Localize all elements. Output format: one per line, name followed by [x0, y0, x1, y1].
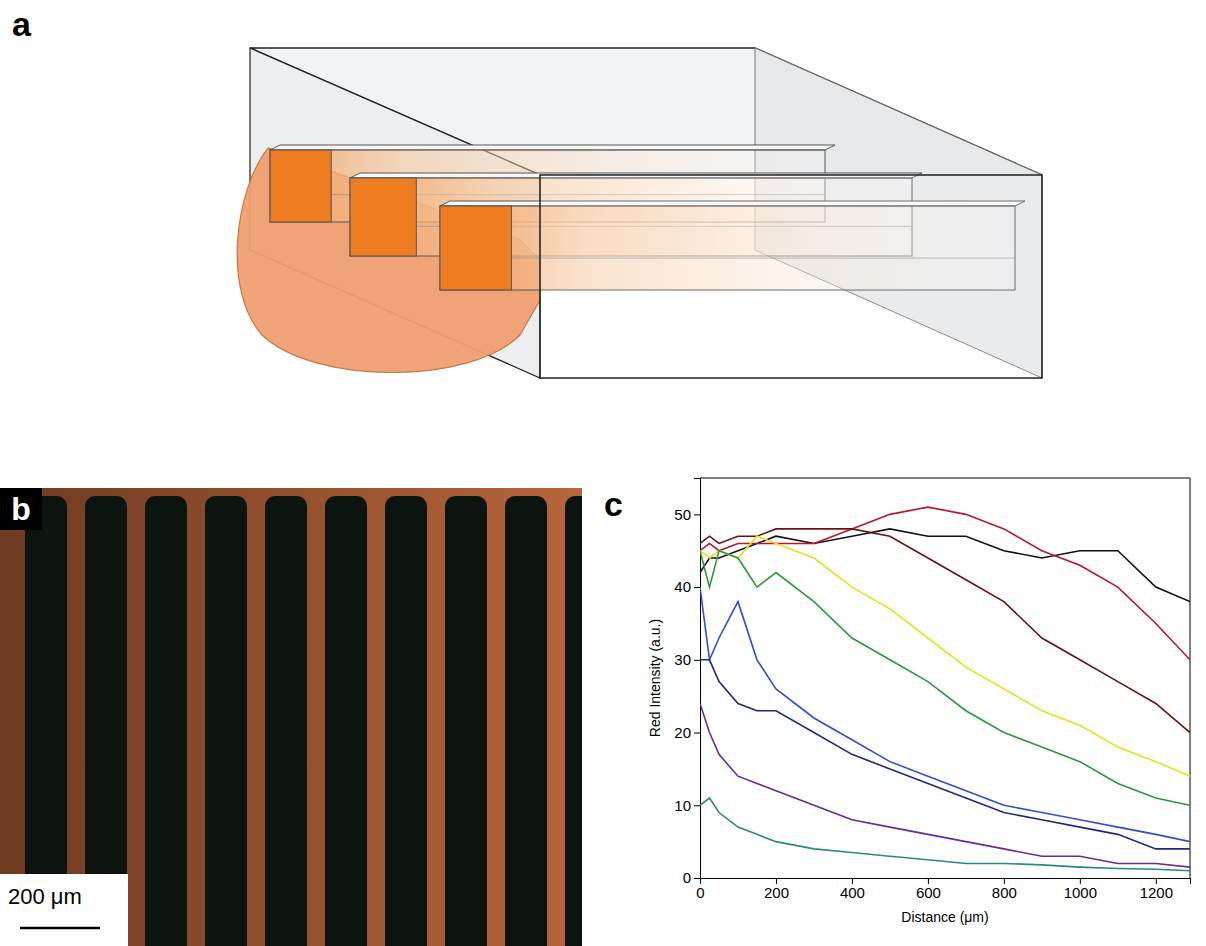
x-tick: 600: [916, 878, 941, 901]
data-line: [700, 529, 1190, 733]
data-line: [700, 660, 1190, 849]
y-axis-title: Red Intensity (a.u.): [647, 619, 663, 737]
y-tick-label: 30: [674, 651, 691, 668]
panel-label-bg: [0, 488, 42, 530]
data-line: [700, 798, 1190, 871]
x-tick: 400: [840, 878, 865, 901]
y-tick-mark: [694, 805, 700, 806]
x-tick: 0: [696, 878, 704, 901]
x-tick-label: 1000: [1064, 884, 1097, 901]
lines: [700, 507, 1190, 871]
y-tick: 20: [674, 724, 700, 741]
panel-c: c 0 200 400 600 800 1000 1200 0 10 20 30 40 50 Distanc…: [604, 478, 1191, 925]
data-line: [700, 536, 1190, 776]
box-front: [540, 175, 1042, 378]
channel-dark: [445, 496, 487, 946]
panel-label: b: [11, 491, 31, 527]
x-tick: 1200: [1140, 878, 1173, 901]
scale-bar: [20, 927, 100, 930]
channel-face: [440, 206, 511, 290]
x-axis: 0 200 400 600 800 1000 1200: [696, 878, 1190, 901]
x-tick: 1000: [1064, 878, 1097, 901]
scale-bar-bg: [0, 874, 128, 946]
x-tick: 800: [992, 878, 1017, 901]
scale-bar-label: 200 μm: [8, 884, 82, 909]
y-tick: 0: [683, 869, 700, 886]
panel-label: c: [604, 485, 623, 523]
y-tick-label: 0: [683, 869, 691, 886]
x-tick-label: 800: [992, 884, 1017, 901]
y-tick-label: 10: [674, 797, 691, 814]
panel-label: a: [12, 5, 32, 43]
channel-dark: [565, 496, 582, 946]
channel-face: [350, 178, 416, 256]
x-tick-label: 1200: [1140, 884, 1173, 901]
x-tick-label: 600: [916, 884, 941, 901]
y-tick: 30: [674, 651, 700, 668]
x-tick-label: 400: [840, 884, 865, 901]
channel-dark: [385, 496, 427, 946]
y-tick-label: 50: [674, 506, 691, 523]
channel-dark: [265, 496, 307, 946]
y-tick-label: 20: [674, 724, 691, 741]
data-line: [700, 587, 1190, 842]
y-tick-mark: [694, 514, 700, 515]
data-line: [700, 529, 1190, 602]
data-line: [700, 551, 1190, 806]
y-axis: 0 10 20 30 40 50: [674, 479, 700, 887]
y-tick-mark: [694, 878, 700, 879]
y-tick: 10: [674, 797, 700, 814]
channel-face: [270, 150, 331, 222]
x-tick-label: 0: [696, 884, 704, 901]
plot-frame: [700, 478, 1190, 479]
y-tick: 50: [674, 506, 700, 523]
figure: a b 200 μm c 0 200 400 600 800 1000 1200 0 10 20 30 40 5…: [0, 0, 1206, 946]
panel-a: a: [12, 5, 1042, 378]
channel-dark: [325, 496, 367, 946]
y-tick-label: 40: [674, 578, 691, 595]
x-tick-label: 200: [764, 884, 789, 901]
y-tick-mark: [694, 587, 700, 588]
plot-frame: [1190, 478, 1191, 878]
x-tick: 200: [764, 878, 789, 901]
panel-b: b 200 μm: [0, 488, 607, 946]
channel-dark: [145, 496, 187, 946]
y-tick: 40: [674, 578, 700, 595]
y-tick-mark: [694, 660, 700, 661]
data-line: [700, 703, 1190, 867]
channel-dark: [505, 496, 547, 946]
channel-dark: [205, 496, 247, 946]
channel-top: [270, 145, 835, 150]
y-axis-line: [694, 479, 701, 879]
x-axis-title: Distance (μm): [901, 909, 988, 925]
y-tick-mark: [694, 733, 700, 734]
